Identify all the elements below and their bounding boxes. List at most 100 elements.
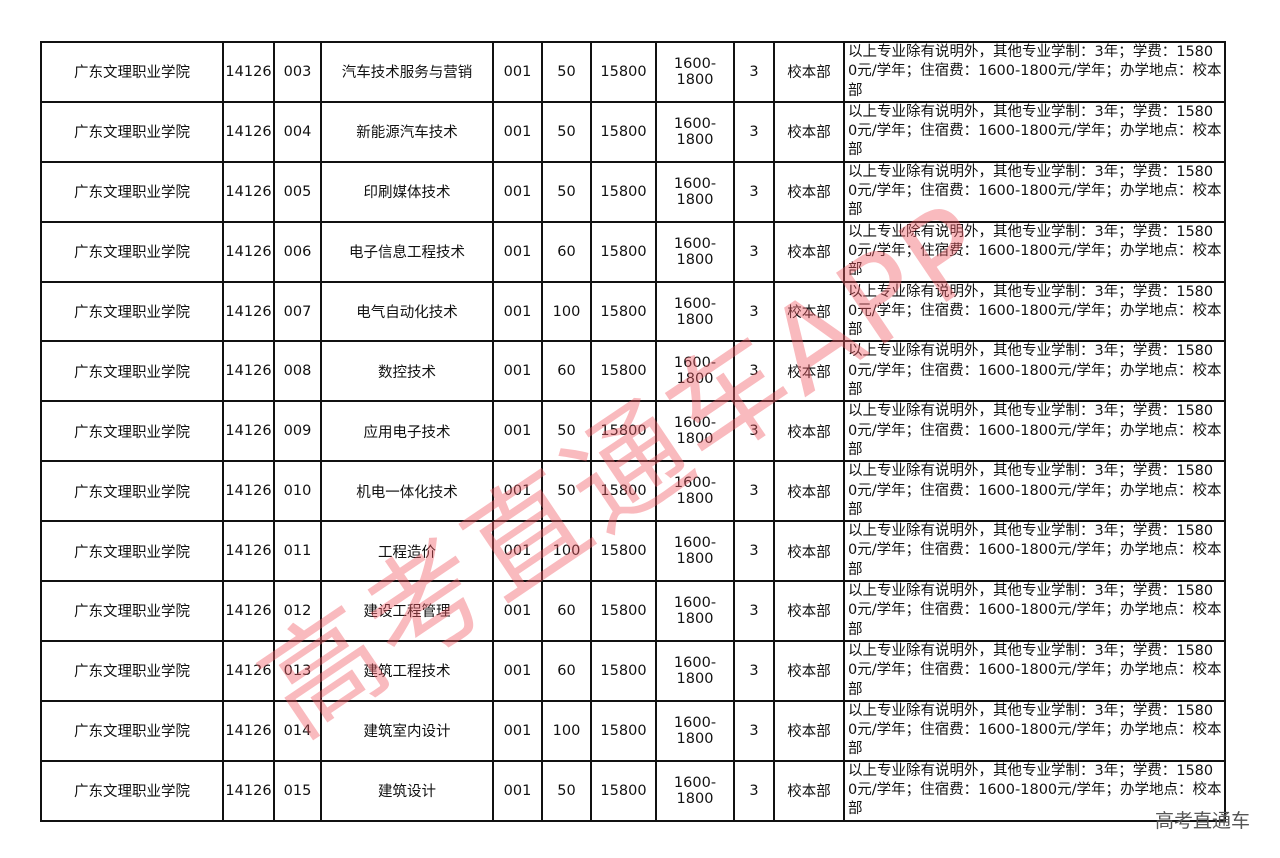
cell-plan: 100 [541,520,592,583]
cell-campus: 校本部 [773,160,845,223]
cell-accommodation: 1600-1800 [655,639,735,702]
cell-campus: 校本部 [773,41,845,103]
cell-tuition: 15800 [590,699,657,762]
cell-accommodation: 1600-1800 [655,759,735,822]
cell-plan: 50 [541,160,592,223]
cell-tuition: 15800 [590,160,657,223]
cell-note: 以上专业除有说明外，其他专业学制：3年；学费：15800元/学年；住宿费：160… [843,699,1226,762]
cell-plan: 100 [541,280,592,343]
cell-major: 建设工程管理 [320,580,494,642]
cell-major: 建筑设计 [320,759,494,822]
cell-campus: 校本部 [773,699,845,762]
table-row: 广东文理职业学院 14126 014 建筑室内设计 001 100 15800 1600-18… [40,699,1226,762]
cell-code: 14126 [222,520,275,583]
cell-major: 应用电子技术 [320,400,494,463]
cell-major-code: 009 [273,400,322,463]
table-row: 广东文理职业学院 14126 012 建设工程管理 001 60 15800 1600-180… [40,580,1226,642]
cell-campus: 校本部 [773,220,845,283]
cell-school: 广东文理职业学院 [40,280,224,343]
cell-years: 3 [733,639,775,702]
cell-group: 001 [492,160,543,223]
cell-school: 广东文理职业学院 [40,520,224,583]
cell-tuition: 15800 [590,280,657,343]
cell-note: 以上专业除有说明外，其他专业学制：3年；学费：15800元/学年；住宿费：160… [843,220,1226,283]
cell-code: 14126 [222,460,275,523]
cell-years: 3 [733,580,775,642]
cell-major: 新能源汽车技术 [320,100,494,163]
cell-plan: 60 [541,340,592,403]
cell-school: 广东文理职业学院 [40,400,224,463]
cell-plan: 60 [541,639,592,702]
cell-major-code: 008 [273,340,322,403]
cell-years: 3 [733,41,775,103]
cell-major: 建筑工程技术 [320,639,494,702]
cell-school: 广东文理职业学院 [40,639,224,702]
table-row: 广东文理职业学院 14126 003 汽车技术服务与营销 001 50 15800 1600-… [40,41,1226,103]
cell-school: 广东文理职业学院 [40,100,224,163]
cell-years: 3 [733,220,775,283]
cell-tuition: 15800 [590,580,657,642]
table-row: 广东文理职业学院 14126 009 应用电子技术 001 50 15800 1600-180… [40,400,1226,463]
cell-major-code: 003 [273,41,322,103]
cell-plan: 50 [541,759,592,822]
cell-accommodation: 1600-1800 [655,460,735,523]
cell-group: 001 [492,580,543,642]
cell-major: 印刷媒体技术 [320,160,494,223]
cell-major: 电子信息工程技术 [320,220,494,283]
cell-years: 3 [733,160,775,223]
table-row: 广东文理职业学院 14126 015 建筑设计 001 50 15800 1600-1800 3… [40,759,1226,822]
cell-accommodation: 1600-1800 [655,400,735,463]
cell-years: 3 [733,759,775,822]
cell-accommodation: 1600-1800 [655,580,735,642]
cell-code: 14126 [222,160,275,223]
cell-major-code: 014 [273,699,322,762]
cell-major-code: 013 [273,639,322,702]
cell-group: 001 [492,100,543,163]
cell-school: 广东文理职业学院 [40,460,224,523]
cell-major-code: 005 [273,160,322,223]
table-row: 广东文理职业学院 14126 010 机电一体化技术 001 50 15800 1600-18… [40,460,1226,523]
cell-major-code: 006 [273,220,322,283]
cell-school: 广东文理职业学院 [40,699,224,762]
cell-tuition: 15800 [590,520,657,583]
cell-note: 以上专业除有说明外，其他专业学制：3年；学费：15800元/学年；住宿费：160… [843,520,1226,583]
cell-group: 001 [492,280,543,343]
cell-code: 14126 [222,340,275,403]
cell-major-code: 010 [273,460,322,523]
cell-major-code: 004 [273,100,322,163]
cell-code: 14126 [222,759,275,822]
cell-major: 汽车技术服务与营销 [320,41,494,103]
cell-tuition: 15800 [590,639,657,702]
cell-years: 3 [733,520,775,583]
cell-major-code: 007 [273,280,322,343]
cell-plan: 50 [541,100,592,163]
cell-plan: 50 [541,400,592,463]
cell-code: 14126 [222,580,275,642]
cell-major-code: 012 [273,580,322,642]
cell-accommodation: 1600-1800 [655,520,735,583]
cell-major: 建筑室内设计 [320,699,494,762]
cell-tuition: 15800 [590,340,657,403]
cell-years: 3 [733,340,775,403]
cell-tuition: 15800 [590,100,657,163]
cell-tuition: 15800 [590,759,657,822]
cell-accommodation: 1600-1800 [655,41,735,103]
table-row: 广东文理职业学院 14126 008 数控技术 001 60 15800 1600-1800 3… [40,340,1226,403]
cell-note: 以上专业除有说明外，其他专业学制：3年；学费：15800元/学年；住宿费：160… [843,280,1226,343]
cell-school: 广东文理职业学院 [40,160,224,223]
cell-plan: 60 [541,220,592,283]
table-row: 广东文理职业学院 14126 011 工程造价 001 100 15800 1600-1800… [40,520,1226,583]
cell-school: 广东文理职业学院 [40,340,224,403]
cell-years: 3 [733,100,775,163]
footer-brand: 高考直通车 [1154,810,1250,832]
cell-years: 3 [733,400,775,463]
cell-code: 14126 [222,280,275,343]
cell-code: 14126 [222,699,275,762]
cell-major: 工程造价 [320,520,494,583]
table-row: 广东文理职业学院 14126 013 建筑工程技术 001 60 15800 1600-180… [40,639,1226,702]
cell-major-code: 011 [273,520,322,583]
cell-group: 001 [492,400,543,463]
cell-note: 以上专业除有说明外，其他专业学制：3年；学费：15800元/学年；住宿费：160… [843,759,1226,822]
cell-campus: 校本部 [773,460,845,523]
cell-campus: 校本部 [773,580,845,642]
